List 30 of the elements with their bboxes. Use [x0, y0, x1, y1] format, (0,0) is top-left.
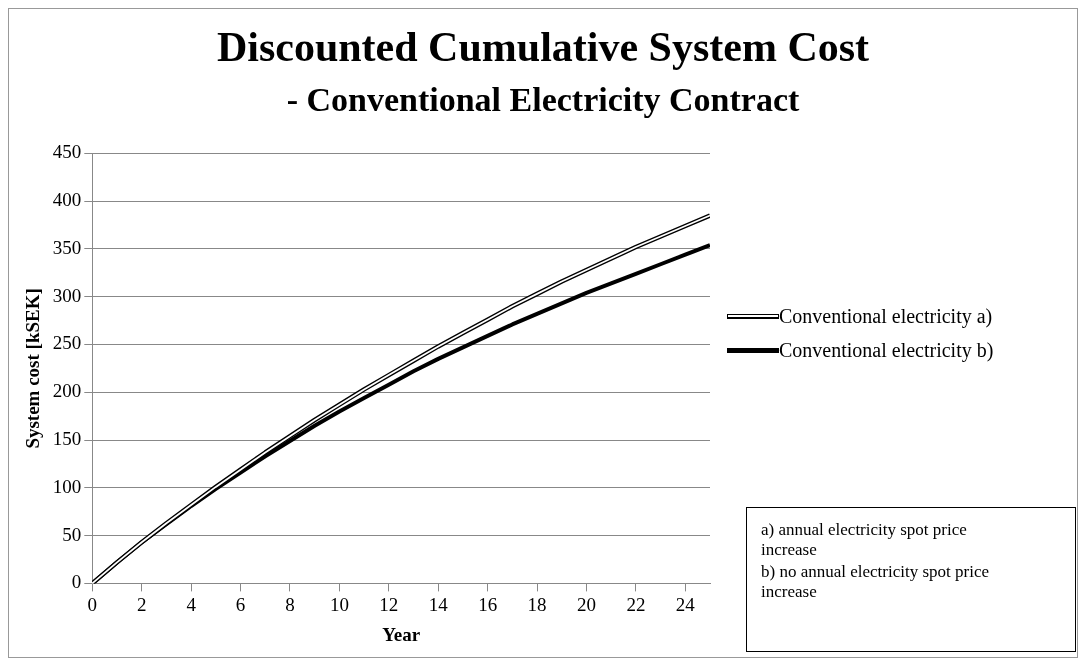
x-tick-label: 12: [379, 593, 399, 615]
y-tick-label: 0: [71, 571, 82, 593]
y-tick-label: 450: [52, 141, 82, 163]
text: Discounted Cumulative System Cost: [216, 24, 870, 70]
x-tick-label: 8: [285, 593, 295, 615]
x-tick-label: 2: [136, 593, 147, 615]
legend-label: Conventional electricity a): [779, 304, 993, 328]
x-tick-label: 22: [626, 593, 646, 615]
x-tick-label: 16: [478, 593, 498, 615]
y-tick-label: 350: [52, 236, 82, 258]
y-tick-label: 150: [52, 428, 82, 450]
y-tick-label: 250: [52, 332, 82, 354]
x-tick-label: 20: [576, 593, 596, 615]
text: b) no annual electricity spot price increase: [761, 562, 990, 602]
text: - Conventional Electricity Contract: [286, 81, 800, 118]
x-tick-label: 14: [428, 593, 449, 615]
x-tick-label: 24: [675, 593, 696, 615]
y-tick-label: 200: [52, 380, 82, 402]
x-tick-label: 6: [235, 593, 246, 615]
y-tick-label: 300: [52, 284, 82, 306]
x-tick-label: 18: [527, 593, 547, 615]
y-tick-label: 50: [62, 523, 82, 545]
x-axis-title: Year: [382, 623, 421, 645]
y-axis-title: System cost [kSEK]: [22, 288, 44, 449]
legend-label: Conventional electricity b): [779, 338, 994, 362]
x-tick-label: 4: [186, 593, 197, 615]
x-tick-label: 0: [87, 593, 98, 615]
x-tick-label: 10: [329, 593, 349, 615]
y-tick-label: 100: [52, 475, 82, 497]
y-tick-label: 400: [52, 189, 82, 211]
